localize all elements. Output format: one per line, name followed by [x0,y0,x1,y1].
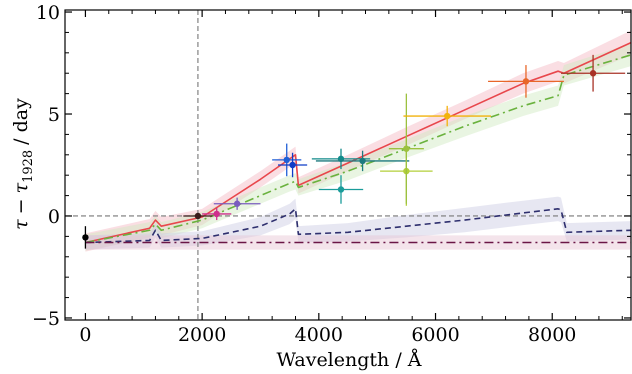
point-marker [194,212,202,220]
y-label-unit: / day [10,98,32,145]
axis-ticks: 0 2000 4000 6000 8000 −5 0 5 10 [32,2,631,346]
point-marker [82,234,89,241]
plot-border [64,9,632,321]
band-series-1 [85,30,632,252]
series-line-2 [85,54,632,244]
point-marker [289,161,296,169]
data-point-14 [560,54,626,92]
data-points [82,54,626,249]
point-marker [283,156,290,164]
data-point-9 [315,150,410,172]
model-lines [85,41,632,244]
y-axis-label: τ−τ1928/ day [10,98,36,230]
uncertainty-bands [85,30,632,252]
x-axis-label: Wavelength / Å [277,349,422,371]
y-label-subscript: 1928 [21,150,36,183]
axes-frame [64,9,632,321]
y-tick-label: 10 [36,2,60,24]
x-tick-label: 8000 [528,324,576,346]
data-point-6 [277,152,308,178]
point-marker [403,145,410,152]
y-label-minus: − [10,198,32,214]
data-point-1 [82,226,89,249]
point-marker [443,112,451,120]
point-marker [233,200,241,207]
x-tick-label: 4000 [295,324,343,346]
data-point-12 [403,105,491,127]
point-marker [522,78,530,85]
y-tick-label: 0 [48,206,60,228]
x-tick-label: 2000 [178,324,226,346]
data-point-7 [318,175,364,204]
data-point-3 [202,207,232,221]
data-point-4 [213,197,261,210]
y-tick-label: 5 [48,104,60,126]
data-point-2 [183,212,213,220]
band-series-3 [85,196,632,250]
series-line-1 [85,41,632,244]
point-marker [589,70,597,77]
data-point-11 [388,93,424,204]
y-label-tau-ref: τ [10,182,32,193]
data-point-13 [488,65,564,98]
point-marker [213,210,220,218]
x-tick-label: 6000 [411,324,459,346]
y-label-tau: τ [10,219,32,230]
series-line-3 [85,208,632,244]
point-marker [359,157,366,165]
data-point-5 [272,143,302,177]
y-tick-label: −5 [32,308,60,330]
reference-lines [65,10,631,320]
point-marker [337,186,345,193]
x-tick-label: 0 [79,324,91,346]
